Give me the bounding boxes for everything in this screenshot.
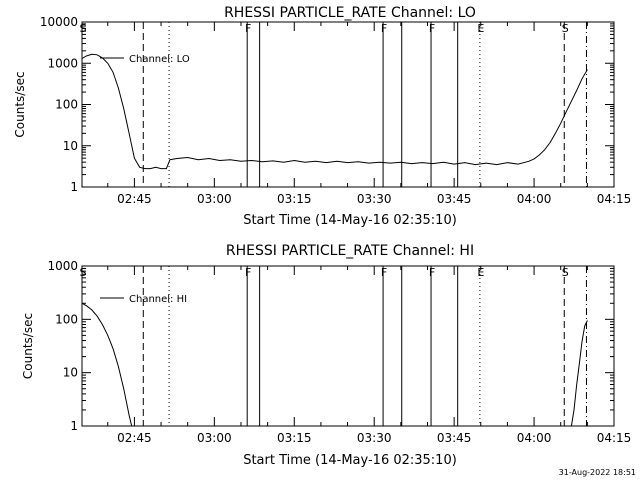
legend-label: Channel: LO xyxy=(129,54,190,65)
chart-title: RHESSI PARTICLE_RATE Channel: HI xyxy=(226,243,474,259)
y-tick-label: 1 xyxy=(70,180,78,194)
series-line xyxy=(81,53,588,170)
timestamp-stamp: 31-Aug-2022 18:51 xyxy=(559,468,636,477)
y-tick-label: 10 xyxy=(63,139,78,153)
y-tick-label: 1000 xyxy=(47,56,78,70)
y-tick-label: 100 xyxy=(55,98,78,112)
x-tick-label: 03:30 xyxy=(357,192,392,206)
x-axis-label: Start Time (14-May-16 02:35:10) xyxy=(243,453,457,468)
event-marker-label: F xyxy=(245,22,251,35)
panel-lo: RHESSI PARTICLE_RATE Channel: LO Counts/s… xyxy=(13,5,631,228)
y-tick-label: 1000 xyxy=(47,259,78,273)
plot-frame xyxy=(81,265,615,427)
event-marker-label: F xyxy=(245,266,251,279)
x-tick-label: 03:30 xyxy=(357,431,392,445)
x-tick-label: 03:00 xyxy=(197,431,232,445)
event-marker-label: S xyxy=(562,266,569,279)
x-tick-label: 03:45 xyxy=(437,192,472,206)
y-tick-label: 1 xyxy=(70,419,78,433)
event-marker-label: F xyxy=(381,266,387,279)
series-line xyxy=(570,320,588,427)
event-marker-label: F xyxy=(429,22,435,35)
y-axis-label: Counts/sec xyxy=(21,313,35,379)
x-tick-label: 02:45 xyxy=(117,431,152,445)
event-marker-label: S xyxy=(80,266,87,279)
x-tick-label: 04:00 xyxy=(517,192,552,206)
x-tick-label: 04:15 xyxy=(597,431,632,445)
y-tick-label: 10 xyxy=(63,366,78,380)
event-marker-label: E xyxy=(477,22,484,35)
x-tick-label: 03:15 xyxy=(277,431,312,445)
event-marker-label: F xyxy=(429,266,435,279)
x-axis-label: Start Time (14-May-16 02:35:10) xyxy=(243,213,457,228)
x-tick-label: 04:15 xyxy=(597,192,632,206)
y-tick-label: 100 xyxy=(55,312,78,326)
event-marker-label: E xyxy=(477,266,484,279)
legend-label: Channel: HI xyxy=(129,294,187,305)
y-tick-label: 10000 xyxy=(40,15,78,29)
x-tick-label: 02:45 xyxy=(117,192,152,206)
x-tick-label: 03:00 xyxy=(197,192,232,206)
event-marker-label: S xyxy=(562,22,569,35)
chart-title: RHESSI PARTICLE_RATE Channel: LO xyxy=(224,5,476,21)
series-line xyxy=(81,302,133,427)
y-axis-label: Counts/sec xyxy=(13,71,27,137)
event-marker-label: S xyxy=(80,22,87,35)
x-tick-label: 03:15 xyxy=(277,192,312,206)
panel-hi: RHESSI PARTICLE_RATE Channel: HI Counts/s… xyxy=(21,243,631,468)
x-tick-label: 04:00 xyxy=(517,431,552,445)
event-marker-label: F xyxy=(381,22,387,35)
x-tick-label: 03:45 xyxy=(437,431,472,445)
